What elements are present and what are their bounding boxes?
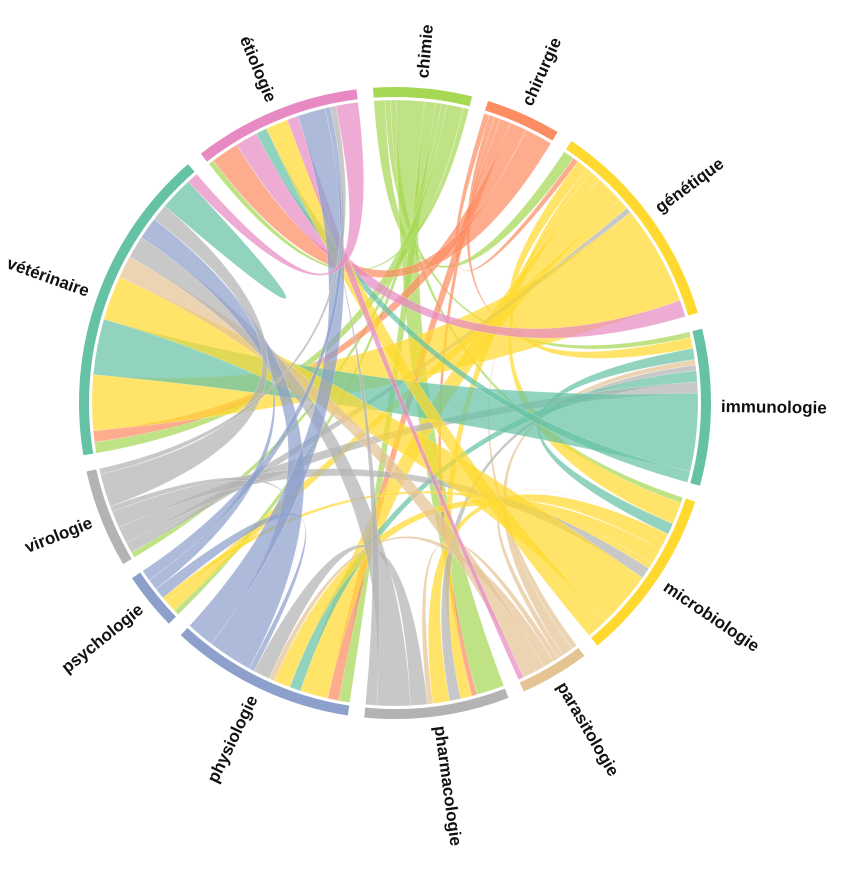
group-arc xyxy=(364,688,509,720)
group-label: physiologie xyxy=(204,692,262,785)
group-label: étiologie xyxy=(236,33,280,105)
ribbon xyxy=(98,105,347,475)
group-label: parasitologie xyxy=(553,679,623,780)
group-label: immunologie xyxy=(721,397,827,417)
group-arc xyxy=(131,572,177,624)
group-arc xyxy=(180,627,350,716)
ribbon xyxy=(187,101,364,276)
group-label: chirurgie xyxy=(518,35,565,109)
group-arc xyxy=(86,469,132,565)
ribbon xyxy=(100,205,268,507)
ribbon xyxy=(265,119,607,637)
ribbon xyxy=(496,489,669,659)
ribbon xyxy=(119,256,545,678)
group-label: génétique xyxy=(651,154,727,217)
group-arc xyxy=(519,647,585,692)
ribbons xyxy=(91,99,699,707)
group-arc xyxy=(485,101,558,141)
ribbon xyxy=(142,106,345,581)
group-label: virologie xyxy=(22,513,95,557)
group-label: pharmacologie xyxy=(430,725,465,847)
ribbon xyxy=(236,133,686,339)
ribbon xyxy=(255,128,691,483)
ribbon xyxy=(212,129,552,278)
group-label: chimie xyxy=(413,24,437,79)
group-label: psychologie xyxy=(58,600,147,677)
group-arc xyxy=(690,328,712,486)
ribbon xyxy=(164,181,287,300)
group-arc xyxy=(372,87,473,107)
ribbon xyxy=(155,512,307,672)
group-arc xyxy=(591,498,696,646)
group-arc xyxy=(79,164,195,456)
group-arc xyxy=(566,140,698,316)
ribbon xyxy=(208,107,470,272)
group-label: vétérinaire xyxy=(4,254,91,301)
ribbon xyxy=(189,107,345,645)
group-label: microbiologie xyxy=(660,577,763,655)
group-arc xyxy=(200,89,358,162)
